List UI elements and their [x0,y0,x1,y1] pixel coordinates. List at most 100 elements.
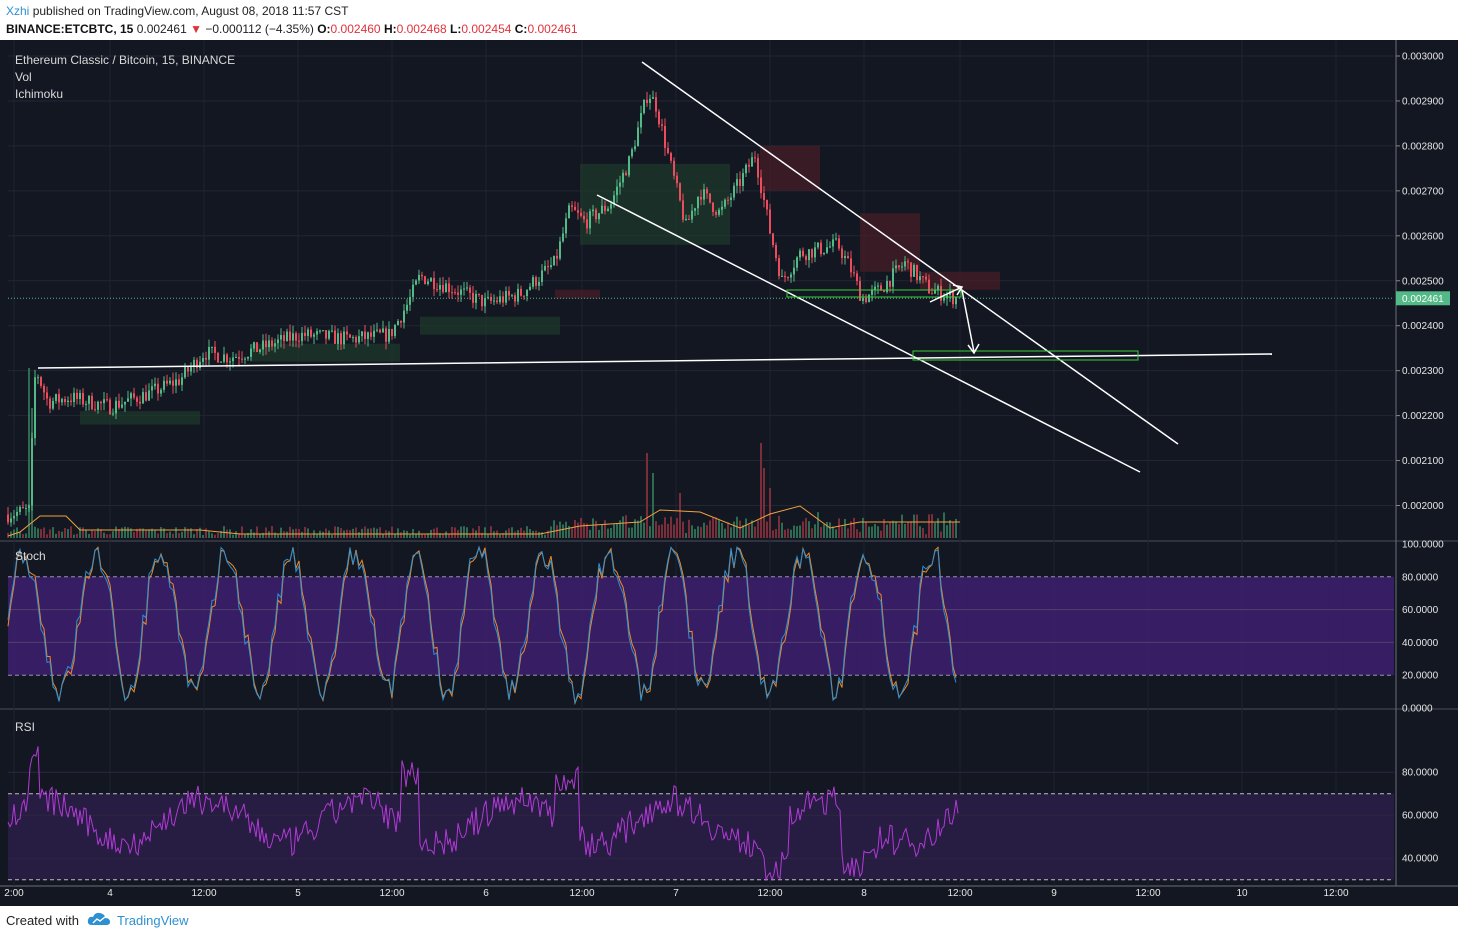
volume-bar [490,526,492,538]
candle-body [679,183,681,201]
rsi-label[interactable]: RSI [15,720,36,734]
stoch-tick-label: 60.0000 [1402,605,1439,616]
ichimoku-label[interactable]: Ichimoku [15,87,64,101]
volume-bar [28,368,30,538]
stoch-label[interactable]: Stoch [15,549,46,563]
last-price: 0.002461 [136,22,187,36]
volume-bars [7,368,960,538]
candle-body [931,293,933,295]
candle-body [364,331,366,339]
volume-bar [742,525,744,538]
chart-canvas[interactable]: 0.003000 0.002900 0.002800 0.002700 0.002600… [0,40,1458,906]
support-box [786,289,962,298]
candle-body [508,291,510,296]
volume-bar [787,528,789,538]
candle-body [652,97,654,99]
candle-body [667,147,669,154]
candle-body [643,99,645,114]
volume-bar [160,527,162,538]
candle-body [622,172,624,183]
volume-bar [463,526,465,538]
candle-body [895,265,897,269]
cloud-segment [920,271,1000,290]
candle-body [16,511,18,516]
volume-bar [172,533,174,538]
symbol-bar: BINANCE:ETCBTC, 15 0.002461 ▼ −0.000112 … [6,22,578,36]
high-value: 0.002468 [396,22,447,36]
volume-bar [286,531,288,538]
down-arrow-icon: ▼ [190,22,202,36]
volume-bar [868,526,870,538]
tradingview-link[interactable]: TradingView [116,913,189,928]
time-tick-label: 8 [861,888,867,899]
volume-bar [823,524,825,538]
volume-bar [226,529,228,538]
volume-bar [697,526,699,538]
author-link[interactable]: Xzhi [6,4,30,18]
volume-bar [469,533,471,538]
volume-bar [220,530,222,538]
candle-body [70,400,72,403]
candle-body [580,212,582,216]
volume-bar [595,520,597,538]
vol-label[interactable]: Vol [15,70,32,84]
candle-body [43,385,45,393]
candle-body [511,295,513,297]
candle-body [238,356,240,359]
price-tick-label: 0.002600 [1402,231,1444,242]
candle-body [187,367,189,372]
volume-bar [586,523,588,538]
candles [7,90,957,527]
candle-body [913,264,915,277]
candle-body [886,280,888,293]
candle-body [349,334,351,338]
volume-bar [547,530,549,538]
candle-body [88,395,90,404]
candle-body [670,153,672,161]
volume-bar [598,529,600,538]
volume-bar [154,529,156,538]
candle-body [817,242,819,248]
candle-body [340,333,342,345]
candle-body [733,185,735,198]
volume-bar [334,526,336,538]
volume-bar [304,526,306,538]
candle-body [952,291,954,305]
candle-body [76,392,78,399]
volume-bar [883,518,885,538]
volume-bar [862,517,864,538]
candle-body [910,262,912,277]
volume-bar [196,528,198,538]
candle-body [727,199,729,201]
candle-body [610,204,612,209]
candle-body [211,346,213,348]
volume-bar [493,531,495,538]
stoch-k-line [7,545,957,703]
volume-bar [775,528,777,538]
volume-bar [607,528,609,538]
candle-body [706,189,708,194]
candle-body [322,330,324,332]
volume-bar [256,526,258,538]
candle-body [739,179,741,186]
candle-body [406,304,408,311]
volume-bar [67,529,69,538]
drawings[interactable] [8,61,1394,473]
candle-body [835,238,837,240]
volume-bar [352,528,354,538]
volume-bar [796,526,798,538]
volume-bar [655,521,657,538]
volume-bar [943,512,945,538]
volume-bar [850,521,852,538]
candle-body [874,286,876,290]
price-tick-label: 0.002100 [1402,456,1444,467]
cloud-segment [420,316,560,335]
stoch-tick-label: 20.0000 [1402,671,1439,682]
volume-bar [877,526,879,538]
close-label: C: [514,22,528,36]
volume-bar [280,527,282,538]
volume-bar [718,520,720,538]
candle-body [808,249,810,261]
volume-bar [448,534,450,538]
volume-bar [952,521,954,538]
